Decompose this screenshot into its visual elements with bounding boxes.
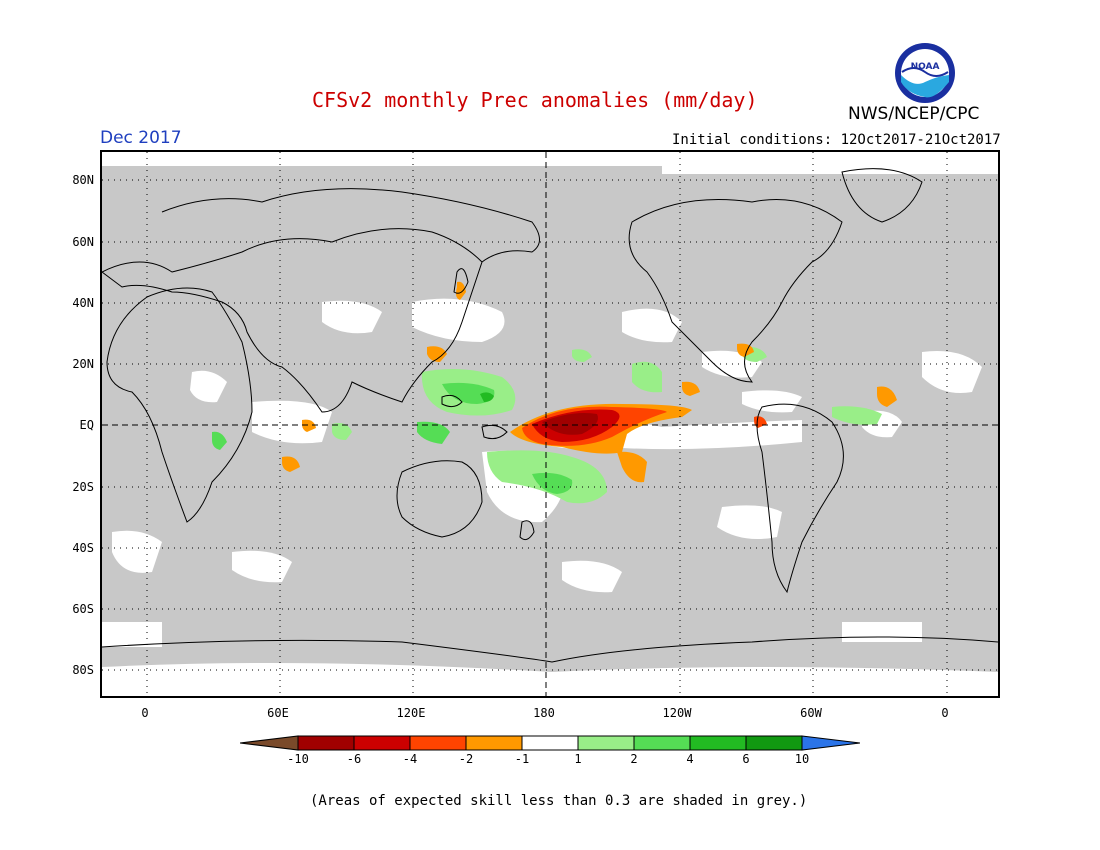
lat-label-40n: 40N [72,296,94,310]
lon-label-0: 0 [141,706,149,720]
colorbar-tick-label: 2 [630,752,638,766]
lon-label-120e: 120E [396,706,426,720]
skill-note: (Areas of expected skill less than 0.3 a… [310,793,808,809]
lat-label-eq: EQ [79,418,94,432]
colorbar [240,735,860,751]
colorbar-tick-label: -1 [514,752,530,766]
lon-label-180: 180 [533,706,555,720]
initial-conditions: Initial conditions: 12Oct2017-21Oct2017 [672,132,1001,148]
colorbar-tick-label: 1 [574,752,582,766]
colorbar-tick-label: 4 [686,752,694,766]
colorbar-tick-label: -6 [346,752,362,766]
positive-anomaly-patches [212,346,882,504]
colorbar-arrow-low [240,735,299,751]
lat-label-80n: 80N [72,173,94,187]
colorbar-segment [633,735,691,751]
colorbar-tick-label: -10 [287,752,309,766]
colorbar-segment [297,735,355,751]
colorbar-tick-label: 6 [742,752,750,766]
colorbar-tick-label: -4 [402,752,418,766]
negative-anomaly-patches [282,281,897,483]
colorbar-segment [689,735,747,751]
anomaly-map [100,150,1000,698]
lat-label-20s: 20S [72,480,94,494]
colorbar-tick-label: -2 [458,752,474,766]
colorbar-segment [521,735,579,751]
noaa-logo: NOAA [895,43,955,103]
lat-label-60s: 60S [72,602,94,616]
lon-label-120w: 120W [662,706,692,720]
lat-label-40s: 40S [72,541,94,555]
lat-label-20n: 20N [72,357,94,371]
colorbar-segment [409,735,467,751]
lat-label-60n: 60N [72,235,94,249]
logo-text: NOAA [911,62,940,72]
colorbar-segment [353,735,411,751]
colorbar-arrow-high [801,735,860,751]
colorbar-segment [745,735,803,751]
colorbar-segment [577,735,635,751]
graticule [102,152,998,696]
lat-label-80s: 80S [72,663,94,677]
lon-label-60e: 60E [267,706,289,720]
map-title: CFSv2 monthly Prec anomalies (mm/day) [312,88,758,112]
agency-label: NWS/NCEP/CPC [848,104,980,124]
colorbar-segment [465,735,523,751]
reference-lines [102,152,998,696]
lon-label-0-east: 0 [941,706,949,720]
forecast-month: Dec 2017 [100,128,182,148]
lon-label-60w: 60W [800,706,822,720]
colorbar-tick-label: 10 [794,752,810,766]
